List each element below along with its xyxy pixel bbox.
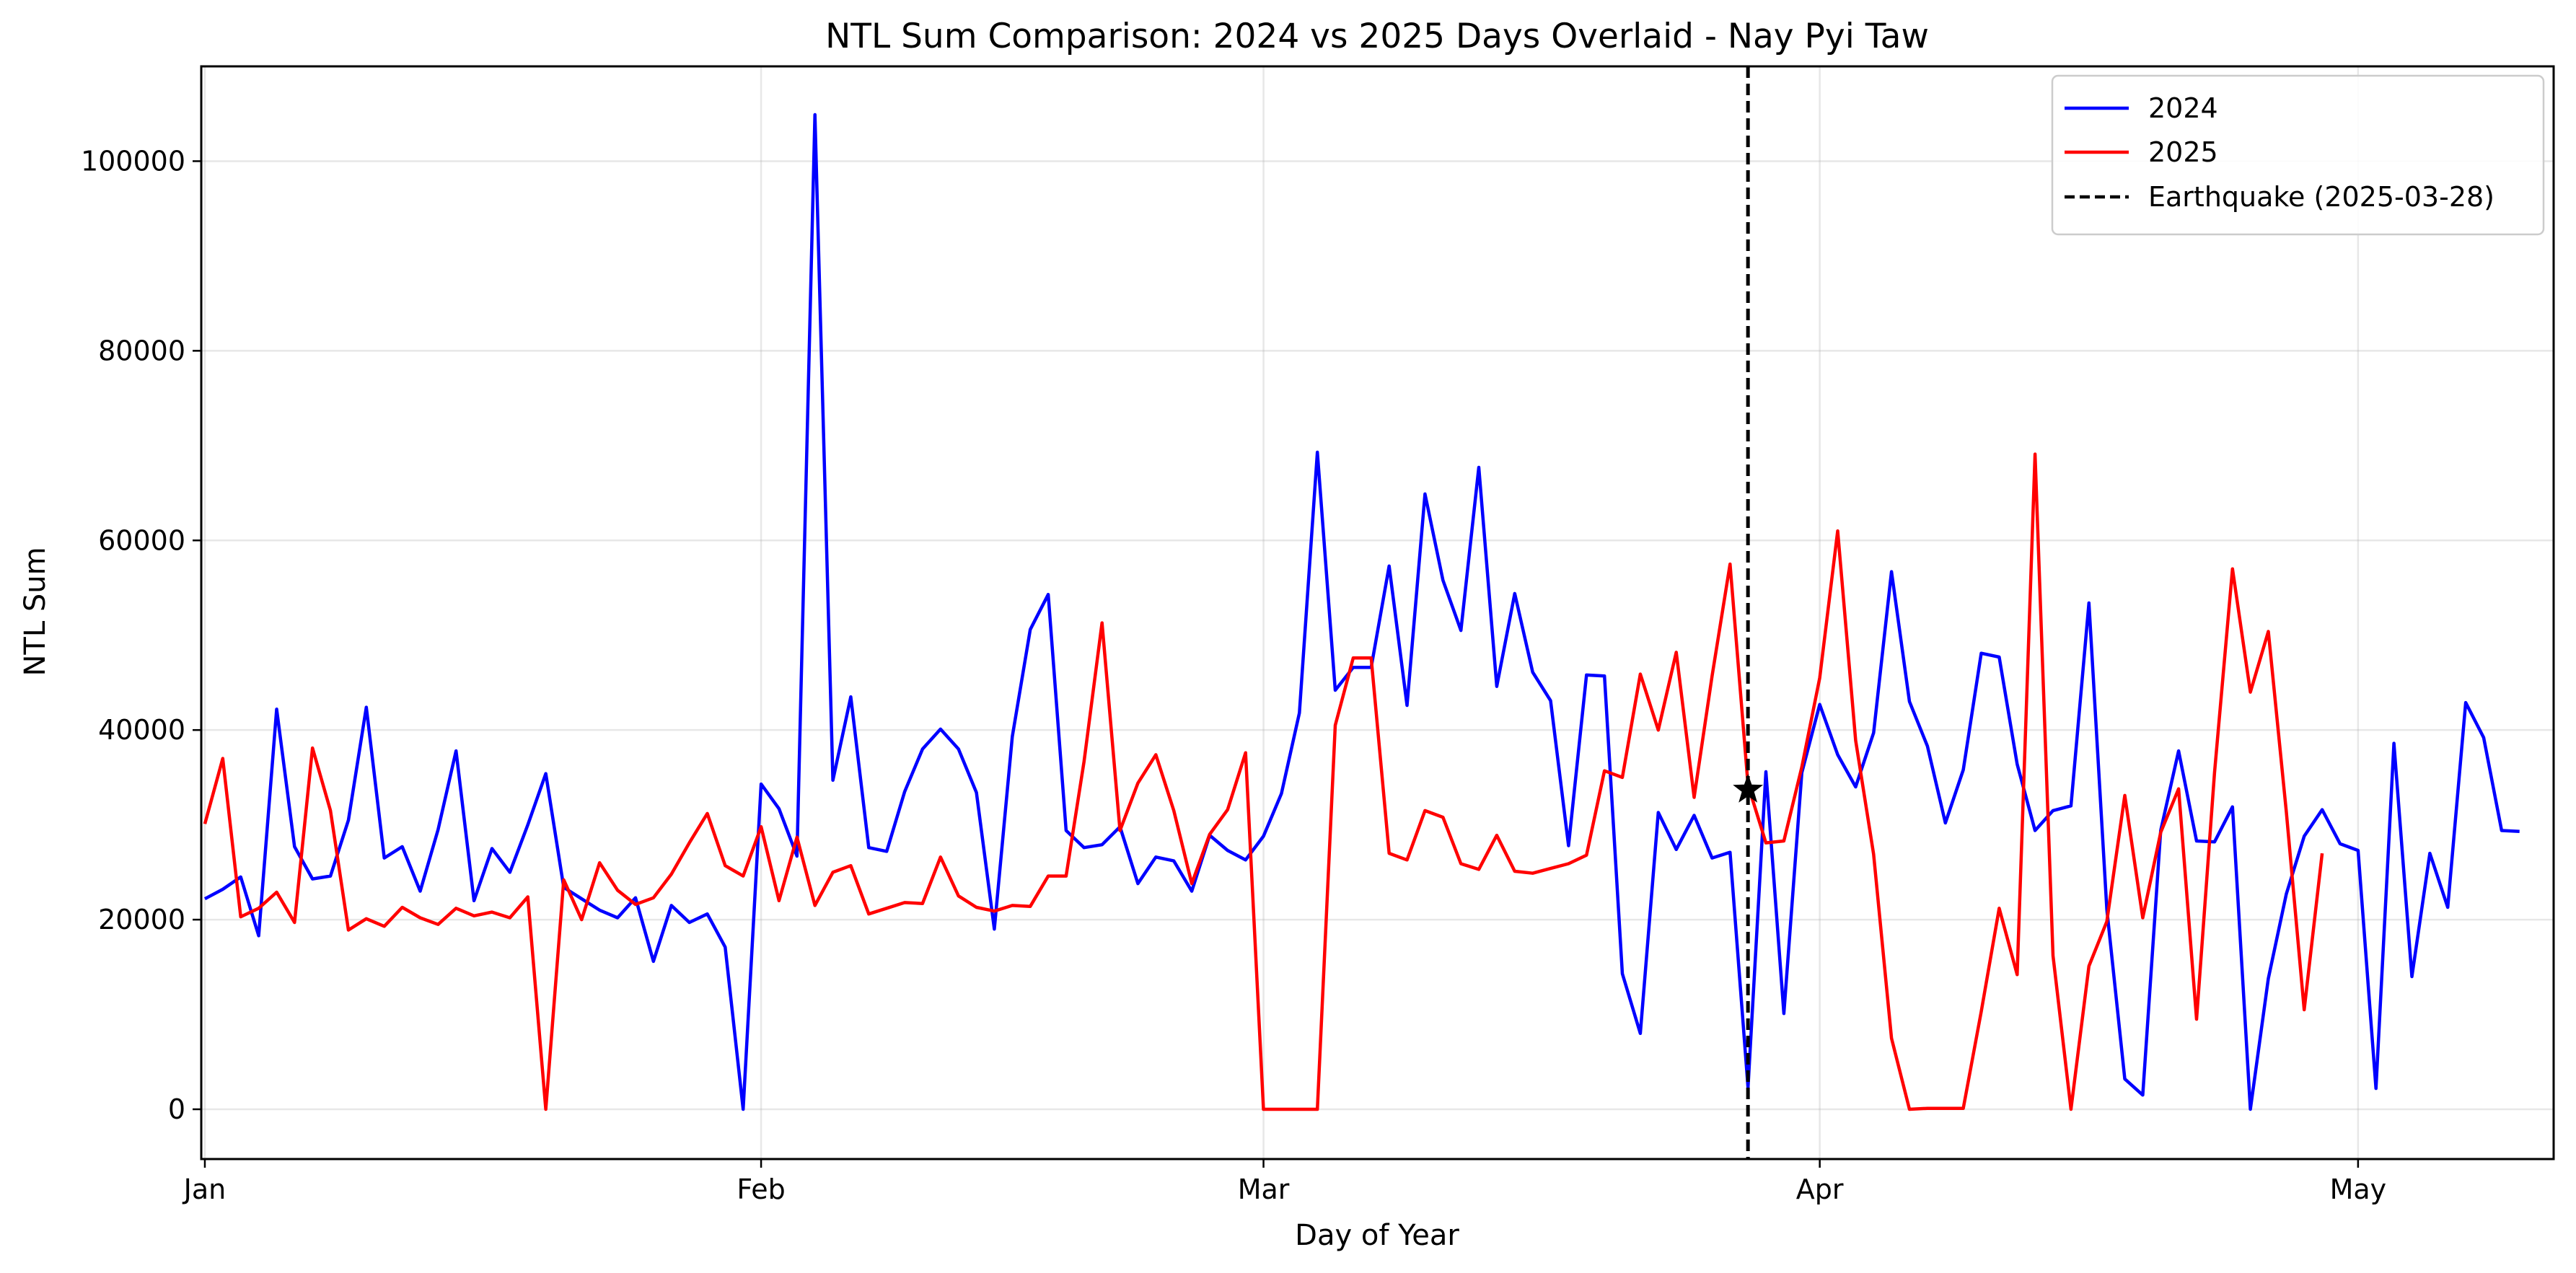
x-tick-label: May — [2330, 1173, 2387, 1205]
annotation-layer — [1733, 66, 1764, 1159]
legend: 2024 2025 Earthquake (2025-03-28) — [2051, 74, 2545, 236]
y-tick-label: 60000 — [98, 524, 185, 556]
series-line-2024 — [203, 113, 2520, 1111]
chart-title: NTL Sum Comparison: 2024 vs 2025 Days Ov… — [825, 17, 1929, 56]
y-tick-label: 100000 — [81, 145, 185, 177]
legend-box — [2051, 74, 2545, 236]
y-tick-label: 20000 — [98, 904, 185, 935]
y-axis-title: NTL Sum — [19, 547, 52, 676]
y-tick-label: 0 — [168, 1093, 185, 1125]
plot-area-frame — [200, 65, 2555, 1160]
legend-2024-label: 2024 — [2148, 92, 2218, 124]
series-line-2025 — [203, 452, 2324, 1111]
axes: 0 20000 40000 60000 80000 100000 Jan Feb Mar Apr M… — [81, 145, 2386, 1205]
x-tick-label: Mar — [1238, 1173, 1290, 1205]
y-tick-label: 40000 — [98, 714, 185, 746]
x-tick-label: Jan — [183, 1173, 227, 1205]
data-layer — [203, 113, 2520, 1111]
x-axis-title: Day of Year — [1295, 1219, 1459, 1252]
legend-earthquake-label: Earthquake (2025-03-28) — [2148, 181, 2494, 213]
x-tick-label: Feb — [737, 1173, 785, 1205]
y-tick-label: 80000 — [98, 335, 185, 366]
legend-2025-label: 2025 — [2148, 136, 2218, 168]
earthquake-star-marker — [1733, 774, 1764, 803]
x-tick-label: Apr — [1796, 1173, 1844, 1205]
